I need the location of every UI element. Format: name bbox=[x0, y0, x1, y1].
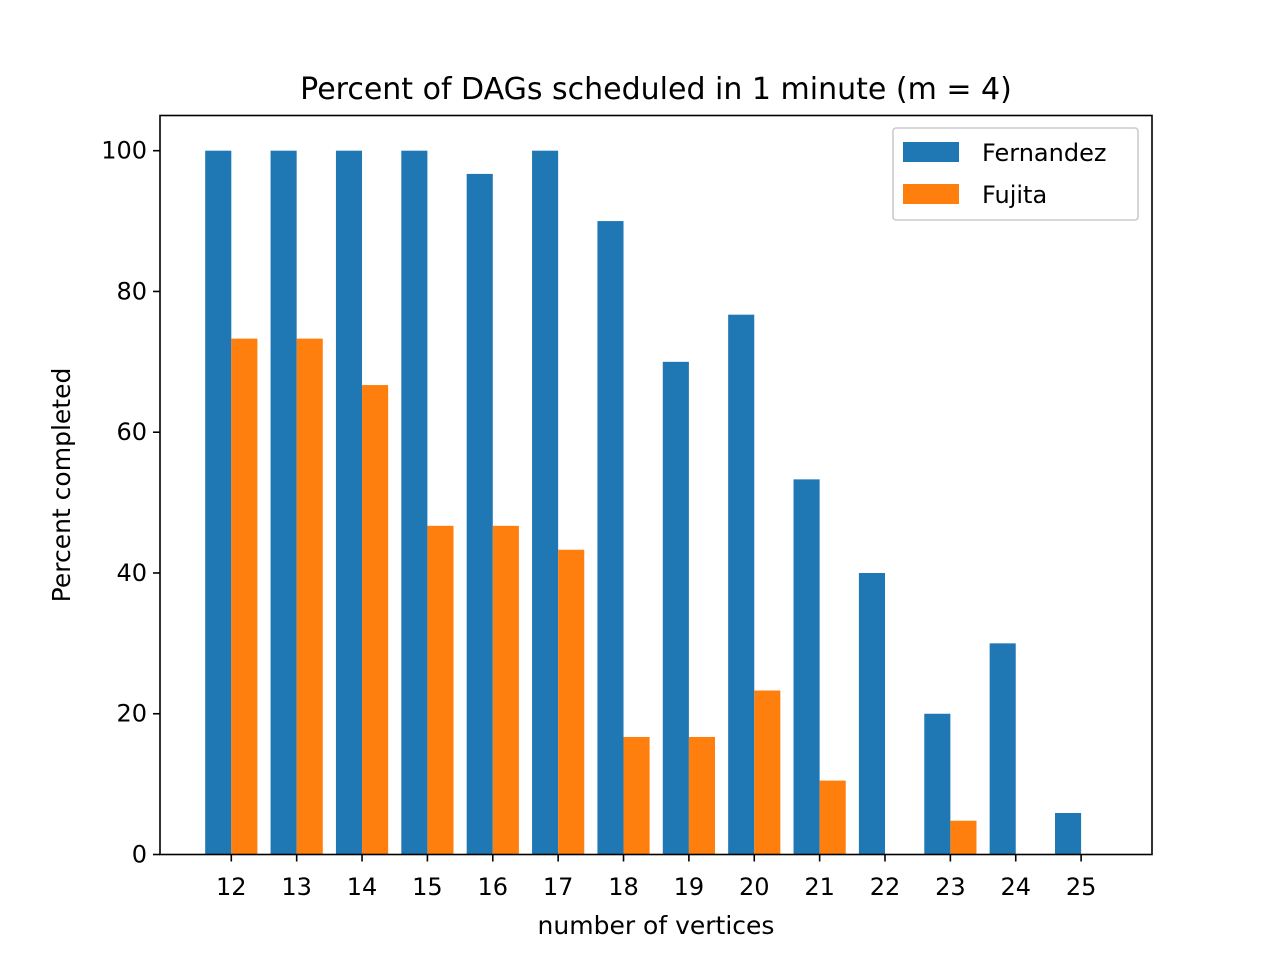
bar-fujita-14 bbox=[362, 385, 389, 855]
bar-fujita-17 bbox=[558, 549, 585, 855]
x-axis-ticks: 12 13 14 15 16 17 18 19 20 21 22 23 24 25 bbox=[216, 854, 1097, 901]
x-tick-label-16: 16 bbox=[478, 873, 509, 901]
y-axis-label: Percent completed bbox=[47, 368, 76, 603]
bar-fernandez-14 bbox=[335, 150, 363, 855]
y-axis-ticks: 0 20 40 60 80 100 bbox=[101, 137, 160, 869]
bar-fernandez-16 bbox=[466, 173, 493, 855]
bar-fujita-23 bbox=[950, 820, 977, 855]
bar-fernandez-25 bbox=[1055, 812, 1082, 855]
bar-fernandez-24 bbox=[989, 643, 1016, 855]
x-tick-label-21: 21 bbox=[804, 873, 835, 901]
bar-fujita-13 bbox=[296, 338, 323, 855]
x-tick-label-24: 24 bbox=[1000, 873, 1031, 901]
bar-fernandez-21 bbox=[793, 479, 820, 855]
legend-label-fujita: Fujita bbox=[982, 181, 1047, 209]
x-tick-label-12: 12 bbox=[216, 873, 247, 901]
legend: Fernandez Fujita bbox=[892, 127, 1139, 221]
y-tick-label-40: 40 bbox=[116, 559, 147, 587]
chart-title: Percent of DAGs scheduled in 1 minute (m… bbox=[300, 72, 1012, 107]
y-tick-label-100: 100 bbox=[101, 137, 147, 165]
x-tick-label-23: 23 bbox=[935, 873, 966, 901]
bar-fujita-20 bbox=[754, 690, 781, 855]
legend-swatch-fernandez bbox=[903, 142, 959, 162]
bar-fujita-16 bbox=[492, 525, 519, 855]
x-tick-label-19: 19 bbox=[674, 873, 705, 901]
bar-fernandez-20 bbox=[728, 314, 755, 855]
x-tick-label-15: 15 bbox=[412, 873, 443, 901]
bar-fujita-12 bbox=[231, 338, 258, 855]
bar-fujita-21 bbox=[819, 780, 846, 855]
bar-fujita-19 bbox=[688, 736, 715, 855]
x-tick-label-20: 20 bbox=[739, 873, 770, 901]
y-tick-label-80: 80 bbox=[116, 277, 147, 305]
bar-fernandez-23 bbox=[924, 713, 951, 855]
bars-group bbox=[205, 150, 1082, 855]
x-tick-label-13: 13 bbox=[281, 873, 312, 901]
x-tick-label-14: 14 bbox=[347, 873, 378, 901]
x-tick-label-22: 22 bbox=[870, 873, 901, 901]
x-tick-label-17: 17 bbox=[543, 873, 574, 901]
bar-fernandez-17 bbox=[532, 150, 559, 855]
plot-frame bbox=[159, 114, 1153, 856]
bar-fernandez-18 bbox=[597, 221, 624, 855]
bar-fernandez-12 bbox=[205, 150, 232, 855]
bar-fujita-18 bbox=[623, 736, 650, 855]
x-tick-label-25: 25 bbox=[1066, 873, 1097, 901]
bar-fernandez-13 bbox=[270, 150, 297, 855]
x-tick-label-18: 18 bbox=[608, 873, 639, 901]
bar-fujita-15 bbox=[427, 525, 454, 855]
x-axis-label: number of vertices bbox=[538, 911, 775, 940]
legend-label-fernandez: Fernandez bbox=[982, 139, 1106, 167]
bar-fernandez-19 bbox=[662, 361, 689, 855]
legend-swatch-fujita bbox=[903, 184, 959, 204]
bar-fernandez-22 bbox=[858, 572, 885, 855]
y-tick-label-60: 60 bbox=[116, 418, 147, 446]
bar-fernandez-15 bbox=[401, 150, 428, 855]
y-tick-label-0: 0 bbox=[132, 841, 147, 869]
y-tick-label-20: 20 bbox=[116, 700, 147, 728]
